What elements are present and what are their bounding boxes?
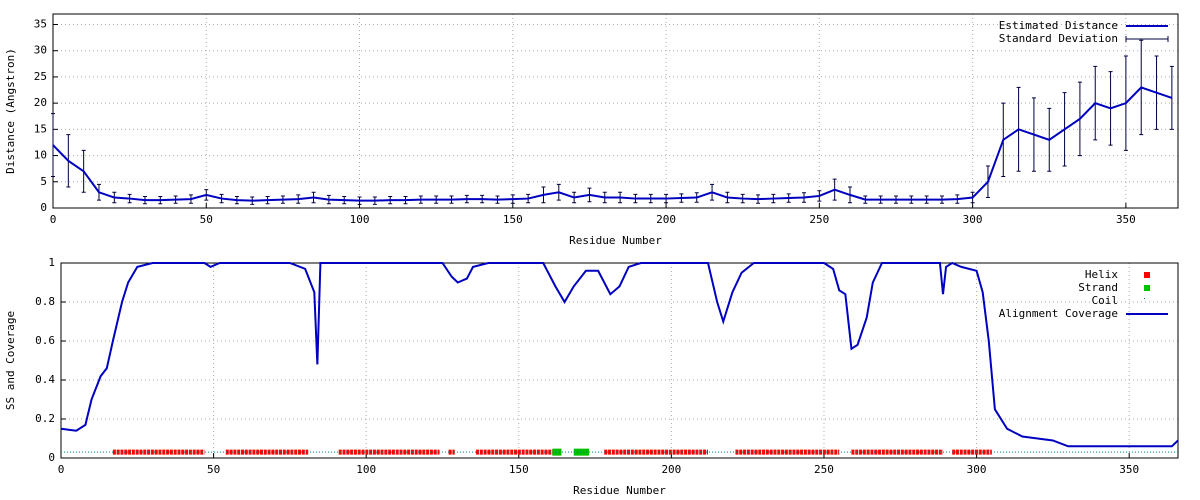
y-tick-label: 0.6: [35, 334, 55, 347]
error-bar: [1169, 65, 1174, 130]
x-tick-label: 250: [809, 213, 829, 226]
x-tick-label: 250: [814, 463, 834, 476]
y-axis-label: Distance (Angstron): [4, 48, 17, 174]
x-tick-label: 0: [50, 213, 57, 226]
legend-marker: [1144, 285, 1150, 291]
x-tick-label: 100: [350, 213, 370, 226]
line: [60, 261, 1179, 448]
x-tick-label: 150: [509, 463, 529, 476]
legend-label: Strand: [1078, 281, 1118, 294]
x-tick-label: 300: [967, 463, 987, 476]
y-tick-label: 25: [34, 70, 47, 83]
legend-label: Helix: [1085, 268, 1118, 281]
plot-frame: [60, 262, 1179, 459]
legend-label: Coil: [1092, 294, 1119, 307]
x-tick-label: 200: [661, 463, 681, 476]
y-tick-label: 0.8: [35, 295, 55, 308]
y-tick-label: 0.2: [35, 412, 55, 425]
x-tick-label: 50: [207, 463, 220, 476]
legend-marker: [1144, 298, 1145, 299]
y-axis-label: SS and Coverage: [4, 311, 17, 410]
x-tick-label: 0: [58, 463, 65, 476]
x-tick-label: 50: [200, 213, 213, 226]
x-tick-label: 100: [356, 463, 376, 476]
y-tick-label: 10: [34, 149, 47, 162]
y-tick-label: 5: [40, 175, 47, 188]
y-tick-label: 15: [34, 122, 47, 135]
x-tick-label: 350: [1116, 213, 1136, 226]
x-axis-label: Residue Number: [573, 484, 666, 497]
x-tick-label: 300: [963, 213, 983, 226]
legend-marker: [1144, 272, 1150, 278]
legend-errorbar: [1125, 36, 1169, 42]
x-tick-label: 200: [656, 213, 676, 226]
legend-label: Estimated Distance: [999, 19, 1118, 32]
legend-label: Standard Deviation: [999, 32, 1118, 45]
y-tick-label: 1: [48, 256, 55, 269]
plot-frame: [52, 13, 1179, 209]
y-tick-label: 0.4: [35, 373, 55, 386]
y-tick-label: 0: [48, 451, 55, 464]
legend-label: Alignment Coverage: [999, 307, 1118, 320]
y-tick-label: 35: [34, 17, 47, 30]
line: [52, 86, 1173, 202]
y-tick-label: 20: [34, 96, 47, 109]
x-axis-label: Residue Number: [569, 234, 662, 247]
y-tick-label: 0: [40, 201, 47, 214]
x-tick-label: 150: [503, 213, 523, 226]
x-tick-label: 350: [1119, 463, 1139, 476]
y-tick-label: 30: [34, 44, 47, 57]
